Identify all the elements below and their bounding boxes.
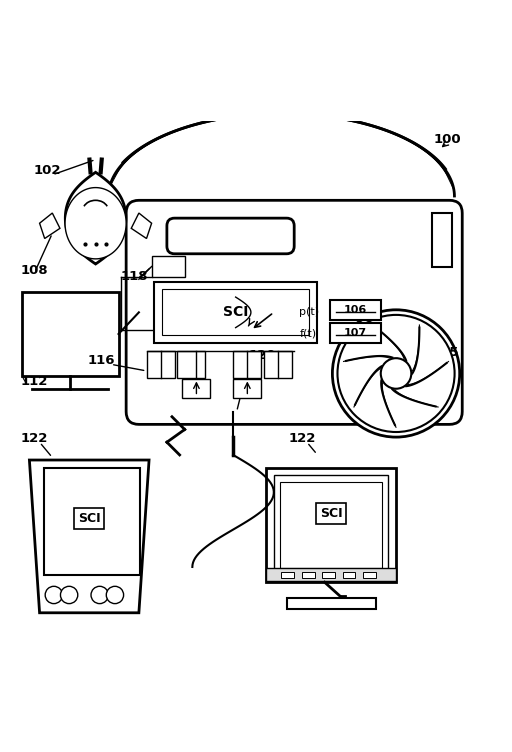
Text: f(t): f(t) (300, 329, 316, 338)
Polygon shape (66, 172, 126, 264)
Bar (330, 299, 381, 320)
Text: 104: 104 (233, 243, 261, 256)
Bar (302, 572, 314, 578)
Polygon shape (29, 460, 149, 613)
Text: 100: 100 (433, 133, 461, 146)
Text: 118: 118 (121, 270, 148, 284)
Circle shape (60, 587, 78, 604)
Bar (44, 468, 140, 575)
Polygon shape (39, 213, 60, 238)
Text: SCI: SCI (320, 507, 343, 520)
FancyBboxPatch shape (167, 218, 294, 253)
Text: 107: 107 (344, 328, 367, 338)
Circle shape (337, 315, 455, 432)
Circle shape (381, 358, 411, 389)
Text: SCI: SCI (78, 512, 100, 525)
Text: 122: 122 (21, 432, 48, 445)
Bar (162, 290, 309, 335)
Bar (363, 572, 376, 578)
Text: p(t): p(t) (300, 308, 319, 317)
Text: 116: 116 (88, 354, 116, 367)
Bar (146, 351, 175, 378)
Circle shape (91, 587, 109, 604)
Circle shape (106, 587, 123, 604)
Bar (330, 323, 381, 344)
FancyBboxPatch shape (126, 200, 462, 424)
Bar (182, 378, 210, 398)
Text: 108: 108 (21, 264, 48, 277)
Bar (281, 482, 382, 568)
Bar (264, 351, 292, 378)
Polygon shape (131, 213, 152, 238)
Bar (154, 282, 317, 343)
Bar (266, 468, 396, 582)
Bar (22, 292, 118, 376)
Bar (343, 572, 355, 578)
Bar (282, 572, 294, 578)
Bar (233, 351, 261, 378)
Text: 122: 122 (288, 432, 315, 445)
Bar (287, 598, 376, 608)
Bar (274, 475, 389, 575)
Text: 112: 112 (21, 375, 48, 388)
Polygon shape (65, 187, 126, 259)
Bar (233, 378, 261, 398)
Circle shape (45, 587, 62, 604)
Bar (322, 572, 335, 578)
Text: 114: 114 (229, 286, 257, 299)
Text: 110: 110 (193, 226, 220, 238)
Text: 120: 120 (248, 349, 276, 362)
Text: SCI: SCI (223, 305, 248, 320)
Bar (152, 256, 185, 277)
Text: 105: 105 (432, 346, 459, 359)
Bar (432, 213, 452, 266)
Circle shape (332, 310, 460, 437)
Text: 106: 106 (344, 305, 367, 315)
Text: 102: 102 (33, 165, 61, 177)
Bar (266, 568, 396, 581)
Bar (177, 351, 205, 378)
